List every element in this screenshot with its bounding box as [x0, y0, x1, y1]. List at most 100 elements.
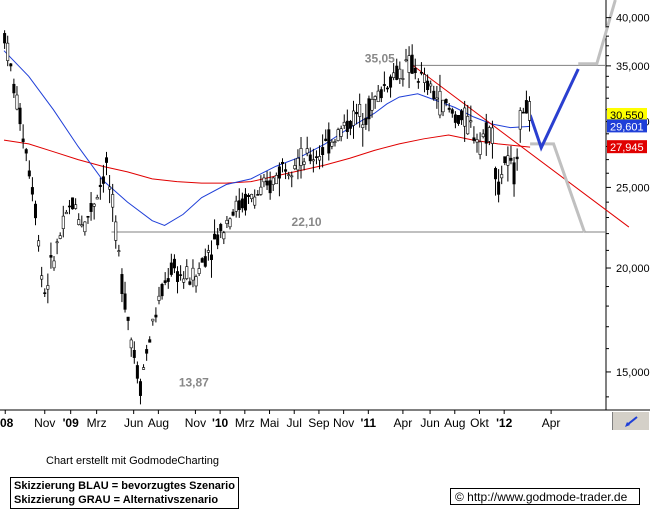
candle-body [129, 339, 133, 349]
candle-body [105, 157, 109, 163]
x-tick-label: '09 [63, 416, 80, 430]
x-tick-label: Apr [542, 416, 561, 430]
candle-body [46, 285, 50, 290]
candle-body [432, 90, 436, 99]
y-tick-label: 25,000 [616, 182, 650, 194]
candle-body [373, 96, 377, 100]
downtrend-line [412, 64, 630, 228]
chart-credit: Chart erstellt mit GodmodeCharting [46, 455, 220, 467]
candle-body [219, 224, 223, 231]
x-tick-label: Jul [287, 416, 302, 430]
candle-body [518, 110, 522, 130]
blue-scenario-line [528, 68, 580, 152]
candle-body [234, 200, 238, 212]
candle-body [160, 284, 164, 297]
candle-body [438, 90, 442, 116]
candle-body [527, 101, 531, 121]
blue-ma-tag-bg [607, 119, 647, 133]
draw-tool-button[interactable] [612, 412, 649, 430]
x-tick-label: Okt [470, 416, 489, 430]
candle-body [52, 260, 56, 269]
candle-body [426, 80, 430, 91]
candle-body [83, 221, 87, 233]
x-tick-label: '08 [0, 416, 14, 430]
candle-body [120, 274, 124, 294]
candle-body [18, 107, 22, 125]
candle-body [12, 83, 16, 94]
candle-body [355, 111, 359, 115]
candle-body [404, 59, 408, 62]
x-tick-label: Nov [34, 416, 55, 430]
blue-ma-tag: 29,601 [610, 121, 644, 133]
candle-body [342, 121, 346, 126]
candle-body [389, 76, 393, 88]
candle-body [92, 203, 96, 207]
source-link[interactable]: © http://www.godmode-trader.de [450, 488, 640, 505]
candle-body [6, 42, 10, 61]
x-tick-label: '10 [212, 416, 229, 430]
candle-body [376, 90, 380, 103]
candle-body [77, 219, 81, 225]
candle-body [277, 166, 281, 179]
candle-body [176, 271, 180, 282]
candle-body [67, 205, 71, 208]
candle-body [361, 124, 365, 128]
candle-body [179, 274, 183, 276]
candle-body [61, 215, 65, 229]
candle-body [21, 138, 25, 142]
x-tick-label: Jun [124, 416, 143, 430]
x-tick-label: '11 [361, 416, 377, 430]
x-tick-label: Mai [260, 416, 279, 430]
candle-body [407, 55, 411, 73]
candle-body [382, 84, 386, 86]
candle-body [352, 110, 356, 126]
candle-body [367, 98, 371, 120]
candle-body [30, 187, 34, 195]
candle-body [379, 89, 383, 99]
candle-body [80, 224, 84, 227]
candle-body [206, 250, 210, 253]
candle-body [237, 200, 241, 210]
candle-body [154, 314, 158, 318]
candle-body [40, 275, 44, 280]
candle-body [494, 168, 498, 180]
candle-body [231, 211, 235, 216]
candle-body [135, 365, 139, 379]
x-tick-label: Jun [420, 416, 439, 430]
legend-blue: Skizzierung BLAU = bevorzugtes Szenario [14, 480, 235, 492]
candle-body [447, 107, 451, 110]
y-tick-label: 35,000 [616, 61, 650, 73]
candle-body [259, 186, 263, 195]
candle-body [108, 186, 112, 190]
x-tick-label: Apr [394, 416, 413, 430]
candle-body [27, 170, 31, 177]
candle-body [247, 194, 251, 197]
candle-body [441, 99, 445, 113]
candle-body [503, 156, 507, 164]
candle-body [521, 111, 525, 114]
candle-body [228, 218, 232, 228]
candle-body [385, 87, 389, 90]
x-tick-label: Aug [148, 416, 169, 430]
candle-body [271, 177, 275, 185]
candle-body [43, 292, 47, 295]
candle-body [290, 175, 294, 178]
candle-body [524, 100, 528, 114]
candle-body [336, 129, 340, 141]
candle-body [58, 235, 62, 239]
candle-body [253, 196, 257, 206]
candle-body [95, 197, 99, 200]
candle-body [166, 278, 170, 282]
candle-body [111, 194, 115, 208]
candle-body [330, 141, 334, 147]
high-label: 35,05 [365, 51, 395, 65]
candle-body [148, 339, 152, 343]
candle-body [86, 215, 90, 218]
candle-body [509, 157, 513, 161]
candle-body [71, 197, 75, 210]
candle-body [348, 120, 352, 129]
x-tick-label: Aug [444, 416, 465, 430]
candle-body [395, 65, 399, 80]
